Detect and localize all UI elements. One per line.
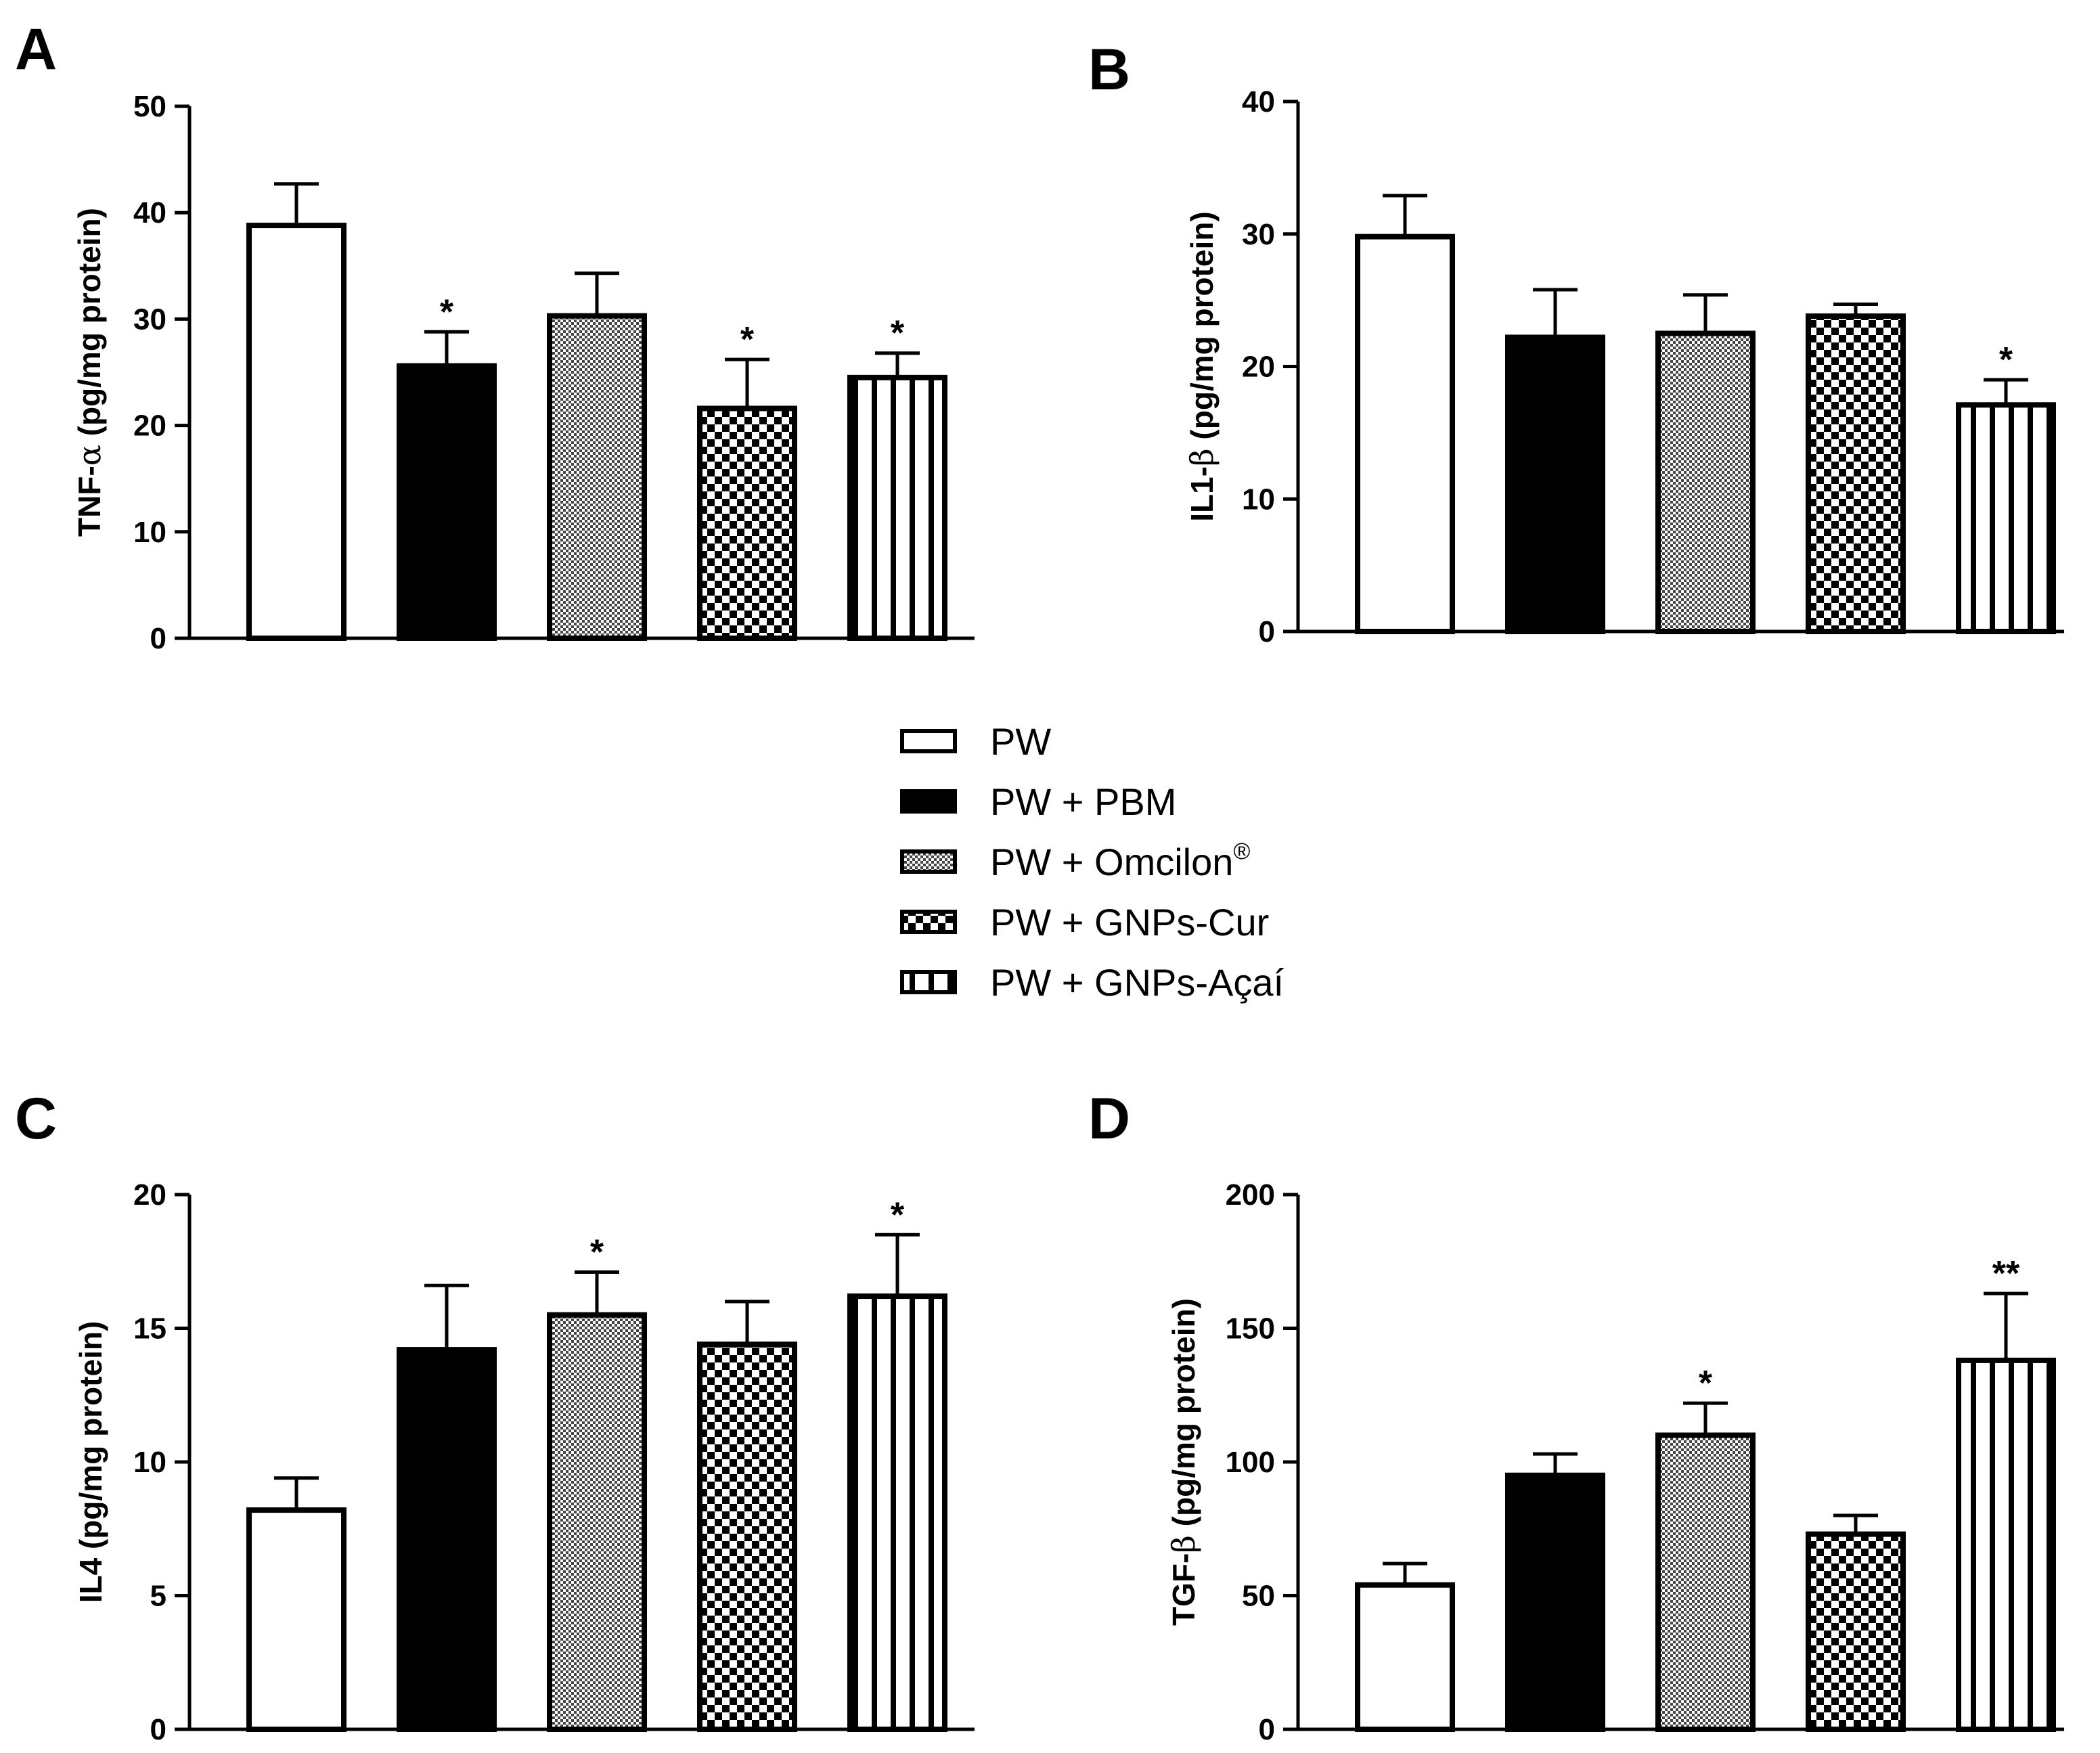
bar: [697, 405, 797, 641]
significance-mark: *: [440, 292, 454, 332]
significance-mark: **: [1992, 1254, 2020, 1293]
y-tick-label: 200: [1226, 1178, 1275, 1212]
y-tick-label: 30: [1242, 218, 1275, 251]
bar: [697, 1341, 797, 1732]
significance-mark: *: [590, 1233, 604, 1272]
bar: [1655, 330, 1756, 634]
panel-letter: B: [1088, 37, 1130, 102]
significance-mark: *: [1999, 340, 2013, 380]
y-axis-label-prefix: IL4 (pg/mg protein): [73, 1321, 108, 1603]
y-axis-label: TGF-β (pg/mg protein): [1165, 1298, 1202, 1626]
y-tick-label: 0: [1259, 615, 1275, 648]
y-axis-label: TNF-α (pg/mg protein): [71, 208, 108, 537]
panel-c: C 0 5 10 15 20 IL4 (pg/mg protein) * *: [15, 1086, 975, 1746]
y-tick-label: 5: [150, 1580, 166, 1613]
y-axis-label-greek: β: [1165, 1535, 1202, 1553]
y-axis-label-prefix: TGF-: [1166, 1553, 1201, 1626]
legend-label-text: PW + GNPs-Açaí: [990, 961, 1284, 1004]
bar: [1806, 313, 1906, 634]
y-axis-label: IL4 (pg/mg protein): [73, 1321, 108, 1603]
y-tick-label: 10: [133, 516, 166, 549]
bar: [847, 1293, 947, 1732]
panel-letter: D: [1088, 1086, 1130, 1151]
y-tick-label: 150: [1226, 1312, 1275, 1346]
y-tick-label: 40: [1242, 85, 1275, 118]
significance-mark: *: [891, 314, 905, 353]
y-tick-label: 10: [133, 1446, 166, 1479]
legend-label-text: PW + PBM: [990, 780, 1176, 823]
bar: [1505, 1472, 1605, 1732]
bar: [847, 374, 947, 641]
panel-b: B 0 10 20 30 40 IL1-β (pg/mg protein) *: [1088, 37, 2064, 648]
y-tick-label: 0: [150, 1713, 166, 1746]
y-tick-label: 10: [1242, 483, 1275, 516]
y-tick-label: 15: [133, 1312, 166, 1346]
bar: [246, 223, 347, 641]
bar: [547, 1312, 647, 1732]
legend-label-text: PW + GNPs-Cur: [990, 901, 1269, 944]
y-tick-label: 20: [133, 409, 166, 443]
bar: [1355, 234, 1455, 635]
y-tick-label: 0: [1259, 1713, 1275, 1746]
legend-swatch: [900, 729, 957, 753]
y-tick-label: 20: [1242, 351, 1275, 384]
legend: PW PW + PBM PW + Omcilon® PW + GNPs-Cur PW +…: [900, 720, 1284, 1004]
panel-letter: C: [15, 1086, 57, 1151]
legend-label-superscript: ®: [1233, 839, 1250, 864]
legend-label: PW + PBM: [990, 780, 1176, 823]
y-axis-label-suffix: (pg/mg protein): [1166, 1298, 1201, 1535]
significance-mark: *: [740, 320, 755, 359]
bar: [1355, 1582, 1455, 1732]
bar: [1956, 1357, 2056, 1732]
bar: [1956, 402, 2056, 635]
legend-label: PW + GNPs-Açaí: [990, 961, 1284, 1004]
y-axis-label-prefix: TNF-: [72, 466, 107, 537]
y-axis-label: IL1-β (pg/mg protein): [1184, 211, 1220, 521]
y-tick-label: 0: [150, 622, 166, 655]
bar: [1505, 334, 1605, 634]
bar: [1806, 1531, 1906, 1732]
legend-swatch: [900, 910, 957, 934]
y-axis-label-greek: α: [71, 445, 108, 466]
y-tick-label: 50: [133, 90, 166, 123]
y-axis-label-suffix: (pg/mg protein): [72, 208, 107, 445]
legend-label-text: PW + Omcilon: [990, 841, 1233, 883]
legend-label-text: PW: [990, 720, 1051, 763]
panel-a: A 0 10 20 30 40 50 TNF-α (pg/mg protein) * * *: [15, 17, 975, 655]
y-tick-label: 50: [1242, 1580, 1275, 1613]
bar: [547, 313, 647, 641]
bar: [246, 1507, 347, 1733]
y-axis-label-suffix: (pg/mg protein): [1184, 211, 1220, 448]
significance-mark: *: [891, 1195, 905, 1235]
y-axis-label-greek: β: [1184, 448, 1220, 466]
legend-swatch: [900, 849, 957, 874]
y-tick-label: 100: [1226, 1446, 1275, 1479]
bar: [1655, 1432, 1756, 1732]
bar: [397, 363, 497, 641]
bar: [397, 1347, 497, 1732]
y-tick-label: 30: [133, 303, 166, 336]
panel-letter: A: [15, 17, 57, 82]
y-axis-label-prefix: IL1-: [1184, 466, 1220, 522]
legend-label: PW + GNPs-Cur: [990, 901, 1269, 944]
significance-mark: *: [1699, 1364, 1713, 1403]
legend-swatch: [900, 970, 957, 994]
y-tick-label: 20: [133, 1178, 166, 1212]
legend-swatch: [900, 789, 957, 814]
y-tick-label: 40: [133, 196, 166, 229]
legend-label: PW + Omcilon®: [990, 839, 1250, 883]
legend-label: PW: [990, 720, 1051, 763]
